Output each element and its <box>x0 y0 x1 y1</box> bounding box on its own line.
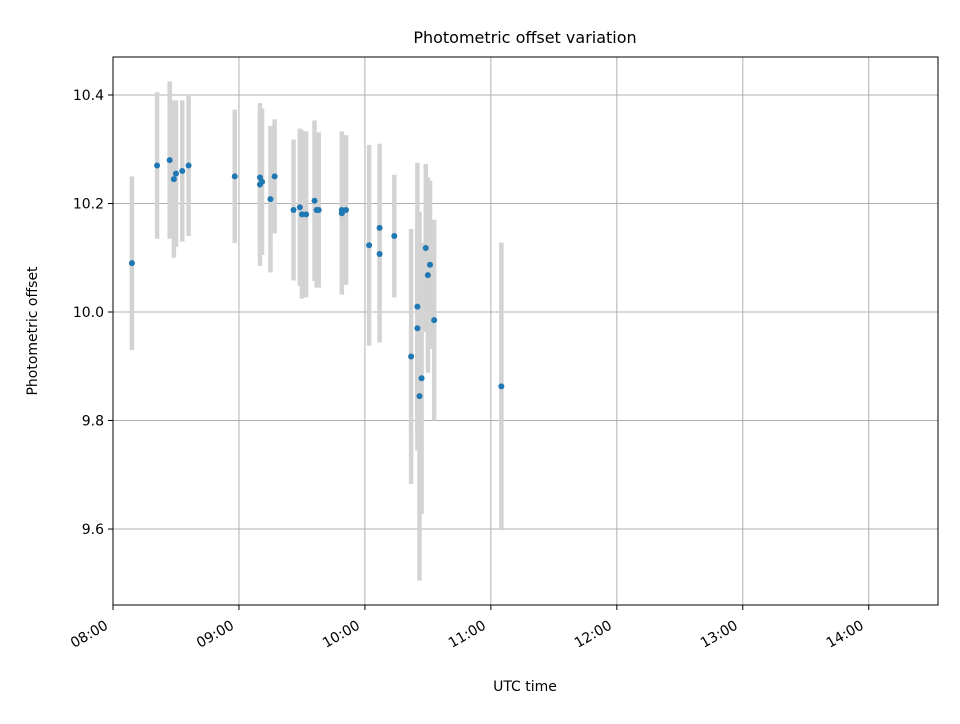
y-tick-label: 10.2 <box>73 196 104 212</box>
plot-frame <box>112 56 939 606</box>
grid-layer <box>112 57 938 605</box>
data-point <box>366 242 373 249</box>
data-point <box>414 325 421 332</box>
data-point <box>170 176 177 183</box>
data-point <box>338 210 345 217</box>
data-point <box>424 272 431 279</box>
x-axis-label: UTC time <box>493 679 557 695</box>
data-point <box>179 167 186 174</box>
data-point <box>431 317 438 324</box>
data-point <box>422 244 429 251</box>
data-point <box>311 197 318 204</box>
data-point <box>296 204 303 211</box>
data-point <box>414 303 421 310</box>
y-tick-label: 9.6 <box>82 522 104 538</box>
data-point <box>172 170 179 177</box>
data-point <box>267 196 274 203</box>
data-point <box>391 233 398 240</box>
data-point <box>259 178 266 185</box>
data-point <box>166 157 173 164</box>
marker-layer <box>128 157 505 400</box>
data-point <box>498 383 505 390</box>
data-point <box>426 261 433 268</box>
data-point <box>298 211 305 218</box>
data-point <box>376 224 383 231</box>
data-point <box>128 260 135 267</box>
data-point <box>315 207 322 214</box>
tick-layer: 08:00 09:00 10:00 11:00 12:00 13:00 14:009.69.… <box>68 88 870 652</box>
y-axis-label: Photometric offset <box>25 266 41 396</box>
data-point <box>154 162 161 169</box>
data-point <box>343 207 350 214</box>
data-point <box>290 207 297 214</box>
data-point <box>303 211 310 218</box>
data-point <box>271 173 278 180</box>
y-tick-label: 10.4 <box>73 88 104 104</box>
y-tick-label: 9.8 <box>82 414 104 430</box>
data-point <box>418 375 425 382</box>
data-point <box>376 250 383 257</box>
data-point <box>231 173 238 180</box>
data-point <box>185 162 192 169</box>
y-tick-label: 10.0 <box>73 305 104 321</box>
data-point <box>408 353 415 360</box>
chart-title: Photometric offset variation <box>413 28 636 47</box>
data-point <box>416 393 423 400</box>
